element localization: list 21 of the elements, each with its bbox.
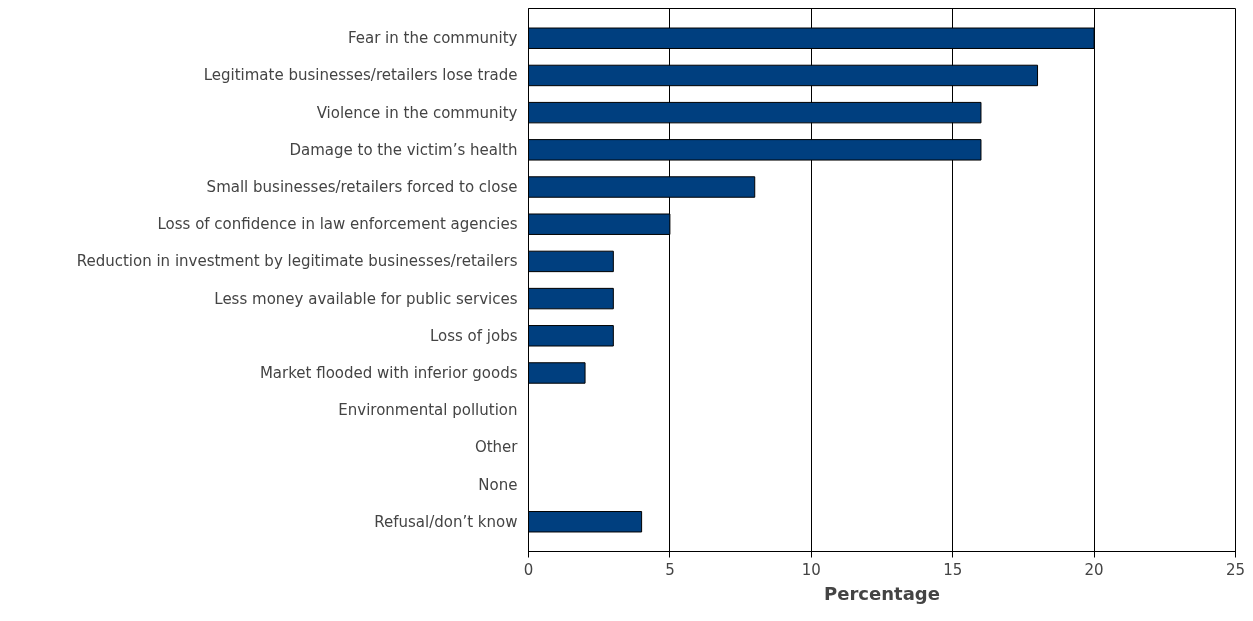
y-tick-label: Damage to the victim’s health	[289, 140, 518, 159]
y-tick-label: Other	[474, 438, 519, 457]
x-tick-label: 10	[801, 560, 821, 579]
y-tick-label: Reduction in investment by legitimate businesses/retailers	[76, 252, 518, 271]
x-tick-label: 15	[943, 560, 963, 579]
x-tick-label: 5	[665, 560, 675, 579]
x-tick-label: 0	[523, 560, 534, 579]
y-tick-label: Legitimate businesses/retailers lose trade	[203, 66, 518, 85]
x-tick-label: 25	[1225, 560, 1246, 579]
y-tick-label: Fear in the community	[347, 29, 518, 48]
y-tick-label: Small businesses/retailers forced to close	[206, 178, 518, 197]
y-tick-label: Loss of jobs	[429, 326, 518, 345]
y-tick-label: Environmental pollution	[338, 401, 518, 420]
y-tick-label: None	[478, 475, 518, 494]
x-tick-label: 20	[1084, 560, 1104, 579]
y-tick-label: Refusal/don’t know	[374, 512, 518, 531]
y-tick-label: Loss of confidence in law enforcement agencies	[157, 215, 518, 234]
y-tick-label: Less money available for public services	[214, 289, 518, 308]
y-tick-label: Market flooded with inferior goods	[259, 363, 518, 382]
y-tick-label: Violence in the community	[316, 103, 518, 122]
x-axis-title: Percentage	[824, 582, 940, 604]
